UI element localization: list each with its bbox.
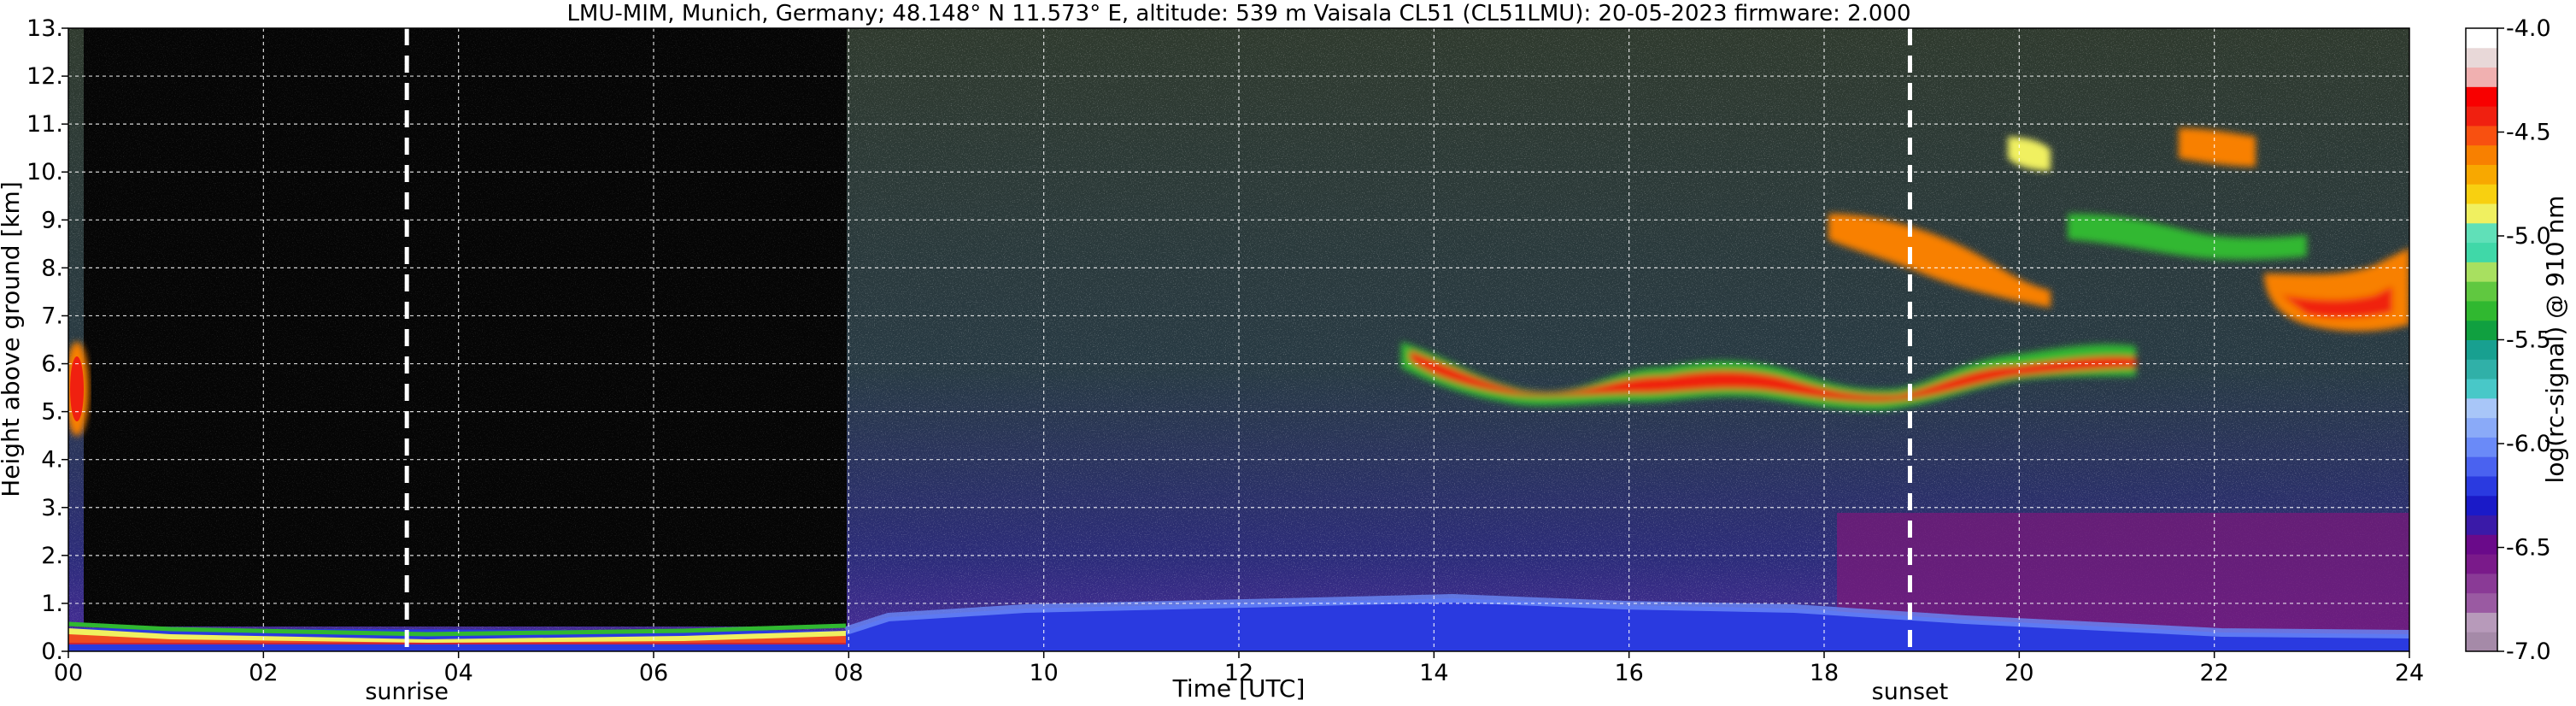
- y-tick-label: 3.: [41, 495, 63, 521]
- colorbar-swatch: [2466, 86, 2497, 107]
- x-tick-label: 08: [834, 660, 863, 686]
- surface-layer-red: [68, 634, 846, 644]
- x-tick-label: 16: [1614, 660, 1643, 686]
- colorbar-tick-label: -5.5: [2506, 327, 2551, 354]
- y-tick-label: 5.: [41, 399, 63, 426]
- colorbar-swatch: [2466, 417, 2497, 438]
- colorbar-tick-label: -4.0: [2506, 15, 2551, 42]
- event-lines: sunrise sunset: [365, 28, 1948, 705]
- colorbar-swatch: [2466, 515, 2497, 535]
- colorbar-swatch: [2466, 379, 2497, 399]
- y-tick-label: 6.: [41, 351, 63, 378]
- colorbar-swatch: [2466, 300, 2497, 321]
- y-tick-label: 13.: [26, 15, 63, 42]
- colorbar-tick-label: -4.5: [2506, 120, 2551, 146]
- colorbar-ticks: -4.0 -4.5 -5.0 -5.5 -6.0 -6.5 -7.0: [2497, 15, 2551, 665]
- y-tick-label: 7.: [41, 303, 63, 329]
- x-tick-label: 04: [443, 660, 472, 686]
- x-tick-label: 14: [1419, 660, 1448, 686]
- colorbar-label: log(rc-signal) @ 910 nm: [2541, 196, 2569, 484]
- y-tick-label: 1.: [41, 591, 63, 617]
- colorbar-swatch: [2466, 554, 2497, 574]
- colorbar-swatch: [2466, 67, 2497, 87]
- colorbar-swatch: [2466, 184, 2497, 204]
- x-tick-label: 02: [249, 660, 278, 686]
- colorbar-swatch: [2466, 495, 2497, 516]
- colorbar-swatch: [2466, 262, 2497, 282]
- surface-layer-strong: [68, 628, 846, 643]
- y-tick-label: 2.: [41, 543, 63, 569]
- colorbar-tick-label: -6.0: [2506, 431, 2551, 457]
- x-tick-label: 24: [2395, 660, 2424, 686]
- colorbar-tick-label: -7.0: [2506, 638, 2551, 665]
- boundary-layer-top: [844, 593, 2409, 638]
- event-label: sunset: [1872, 679, 1949, 705]
- x-tick-label: 10: [1029, 660, 1058, 686]
- x-tick-label: 22: [2199, 660, 2228, 686]
- colorbar-swatch: [2466, 144, 2497, 165]
- event-label: sunrise: [365, 679, 449, 705]
- early-cloud-core: [70, 356, 84, 421]
- colorbar-swatch: [2466, 339, 2497, 360]
- colorbar-swatch: [2466, 203, 2497, 224]
- colorbar-swatch: [2466, 47, 2497, 68]
- colorbar: -4.0 -4.5 -5.0 -5.5 -6.0 -6.5 -7.0 log(rc-sign…: [2465, 15, 2569, 665]
- y-tick-label: 10.: [26, 159, 63, 185]
- night-dark-speckle: [84, 28, 847, 627]
- y-tick-label: 12.: [26, 63, 63, 90]
- colorbar-swatch: [2466, 456, 2497, 477]
- y-tick-label: 0.: [41, 638, 63, 665]
- colorbar-swatches: [2466, 28, 2497, 652]
- surface-layer-green: [68, 621, 847, 637]
- colorbar-swatch: [2466, 612, 2497, 632]
- colorbar-tick-label: -6.5: [2506, 535, 2551, 562]
- colorbar-swatch: [2466, 475, 2497, 497]
- x-tick-label: 00: [54, 660, 83, 686]
- x-axis-label: Time [UTC]: [1172, 674, 1306, 703]
- colorbar-swatch: [2466, 573, 2497, 594]
- mid-cloud-layer: [1401, 342, 2136, 410]
- y-tick-label: 4.: [41, 447, 63, 474]
- colorbar-tick-label: -5.0: [2506, 223, 2551, 250]
- y-tick-label: 8.: [41, 255, 63, 281]
- x-tick-label: 06: [639, 660, 668, 686]
- colorbar-swatch: [2466, 164, 2497, 185]
- x-axis-ticks: 00 02 04 06 08 10 12 14 16 18 20 22 24: [54, 651, 2424, 686]
- x-tick-label: 20: [2004, 660, 2033, 686]
- chart-title: LMU-MIM, Munich, Germany; 48.148° N 11.5…: [566, 1, 1910, 26]
- grid: [68, 28, 2409, 651]
- colorbar-swatch: [2466, 125, 2497, 146]
- colorbar-swatch: [2466, 437, 2497, 457]
- colorbar-swatch: [2466, 28, 2497, 49]
- y-axis-label: Height above ground [km]: [0, 181, 25, 497]
- colorbar-swatch: [2466, 222, 2497, 244]
- upper-cloud-layer: [1828, 128, 2409, 332]
- colorbar-swatch: [2466, 397, 2497, 419]
- colorbar-swatch: [2466, 632, 2497, 652]
- colorbar-swatch: [2466, 281, 2497, 302]
- colorbar-swatch: [2466, 592, 2497, 613]
- colorbar-swatch: [2466, 106, 2497, 126]
- colorbar-swatch: [2466, 320, 2497, 340]
- x-tick-label: 18: [1810, 660, 1839, 686]
- y-tick-label: 9.: [41, 207, 63, 233]
- y-axis-ticks: 0. 1. 2. 3. 4. 5. 6. 7. 8. 9. 10. 11. 12. 13.: [26, 15, 68, 665]
- plot-area: [68, 28, 2409, 651]
- colorbar-swatch: [2466, 242, 2497, 262]
- x-tick-label: 12: [1224, 660, 1253, 686]
- colorbar-swatch: [2466, 359, 2497, 379]
- colorbar-swatch: [2466, 534, 2497, 555]
- y-tick-label: 11.: [26, 111, 63, 138]
